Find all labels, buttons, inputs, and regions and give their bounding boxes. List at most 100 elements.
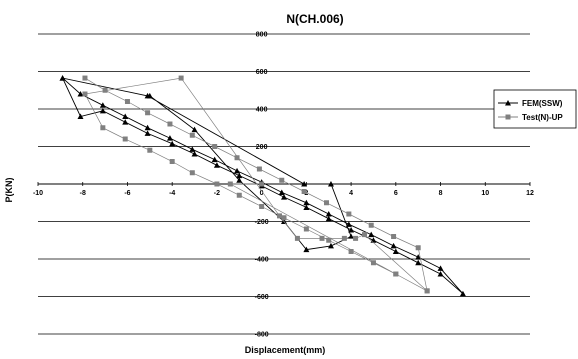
data-point (301, 181, 308, 187)
data-point (256, 166, 262, 172)
data-point (189, 146, 196, 152)
data-point (189, 132, 195, 138)
data-point (227, 181, 233, 187)
data-point (82, 75, 88, 81)
data-point (459, 290, 466, 297)
x-tick-label: -10 (33, 190, 43, 197)
data-point (437, 271, 444, 277)
data-point (234, 167, 241, 174)
data-point (122, 136, 128, 142)
series-1 (82, 75, 430, 294)
axes (37, 182, 531, 186)
data-point (348, 226, 355, 233)
data-point (214, 181, 220, 187)
data-point (102, 87, 108, 93)
data-point (348, 233, 355, 239)
legend-label-fem: FEM(SSW) (522, 99, 563, 108)
data-point (144, 124, 151, 131)
data-point (278, 189, 285, 195)
data-point (294, 235, 300, 241)
x-tick-label: 4 (349, 190, 353, 197)
legend-marker-fem (505, 100, 511, 106)
legend-label-test: Test(N)-UP (522, 113, 563, 122)
data-point (415, 245, 421, 251)
data-point (393, 271, 399, 277)
data-point (327, 181, 334, 187)
data-point (415, 259, 422, 266)
y-tick-label: 600 (256, 69, 268, 76)
data-point (213, 162, 220, 168)
data-point (325, 215, 332, 222)
data-point (77, 91, 84, 97)
data-point (390, 242, 397, 249)
data-point (277, 213, 283, 219)
y-tick-label: -400 (255, 257, 269, 264)
x-tick-label: 12 (526, 190, 534, 197)
data-point (99, 102, 106, 108)
data-point (327, 242, 334, 249)
data-point (319, 235, 325, 241)
data-point (191, 126, 198, 133)
data-point (362, 232, 368, 238)
legend: FEM(SSW) Test(N)-UP (493, 89, 577, 129)
data-point (234, 155, 240, 161)
data-point (326, 237, 332, 243)
x-tick-label: 8 (439, 190, 443, 197)
data-point (77, 113, 84, 119)
y-tick-label: 800 (256, 32, 268, 39)
y-tick-label: -600 (255, 294, 269, 301)
data-point (236, 192, 242, 198)
data-point (211, 156, 218, 163)
data-point (346, 211, 352, 217)
data-point (169, 159, 175, 164)
x-tick-label: -4 (169, 190, 175, 197)
data-point (281, 194, 287, 200)
data-point (437, 265, 444, 271)
chart-title: N(CH.006) (286, 12, 343, 26)
data-point (392, 248, 399, 254)
data-point (370, 237, 377, 243)
x-axis-label: Displacement(mm) (245, 345, 326, 355)
x-tick-label: 0 (260, 190, 264, 197)
data-point (303, 199, 310, 206)
data-point (169, 140, 176, 147)
data-point (99, 107, 106, 114)
x-tick-label: -2 (214, 190, 220, 197)
data-point (191, 151, 198, 157)
data-point (147, 147, 153, 153)
y-tick-label: -200 (255, 219, 269, 226)
series-0 (59, 75, 466, 297)
legend-marker-test (505, 114, 511, 120)
x-tick-label: -6 (124, 190, 130, 197)
data-point (368, 231, 375, 238)
data-point (303, 226, 309, 232)
data-point (391, 234, 397, 239)
data-point (82, 91, 88, 97)
data-point (281, 215, 287, 221)
data-point (341, 235, 347, 241)
data-point (146, 92, 153, 99)
series-group (59, 75, 466, 297)
data-point (122, 119, 129, 125)
data-point (167, 121, 173, 127)
data-point (59, 75, 66, 81)
x-tick-label: -8 (80, 190, 86, 197)
data-point (279, 177, 285, 183)
data-point (144, 130, 151, 136)
data-point (348, 249, 354, 254)
data-point (303, 204, 310, 210)
data-point (424, 288, 430, 294)
y-tick-label: 400 (256, 107, 268, 114)
data-point (145, 110, 151, 116)
data-point (100, 125, 106, 131)
data-point (370, 260, 376, 266)
data-point (345, 221, 352, 227)
data-point (236, 177, 243, 183)
legend-box (493, 89, 577, 129)
y-tick-label: -800 (255, 332, 269, 339)
data-point (124, 99, 130, 104)
data-point (212, 144, 218, 149)
data-point (325, 211, 332, 217)
data-point (259, 181, 265, 187)
